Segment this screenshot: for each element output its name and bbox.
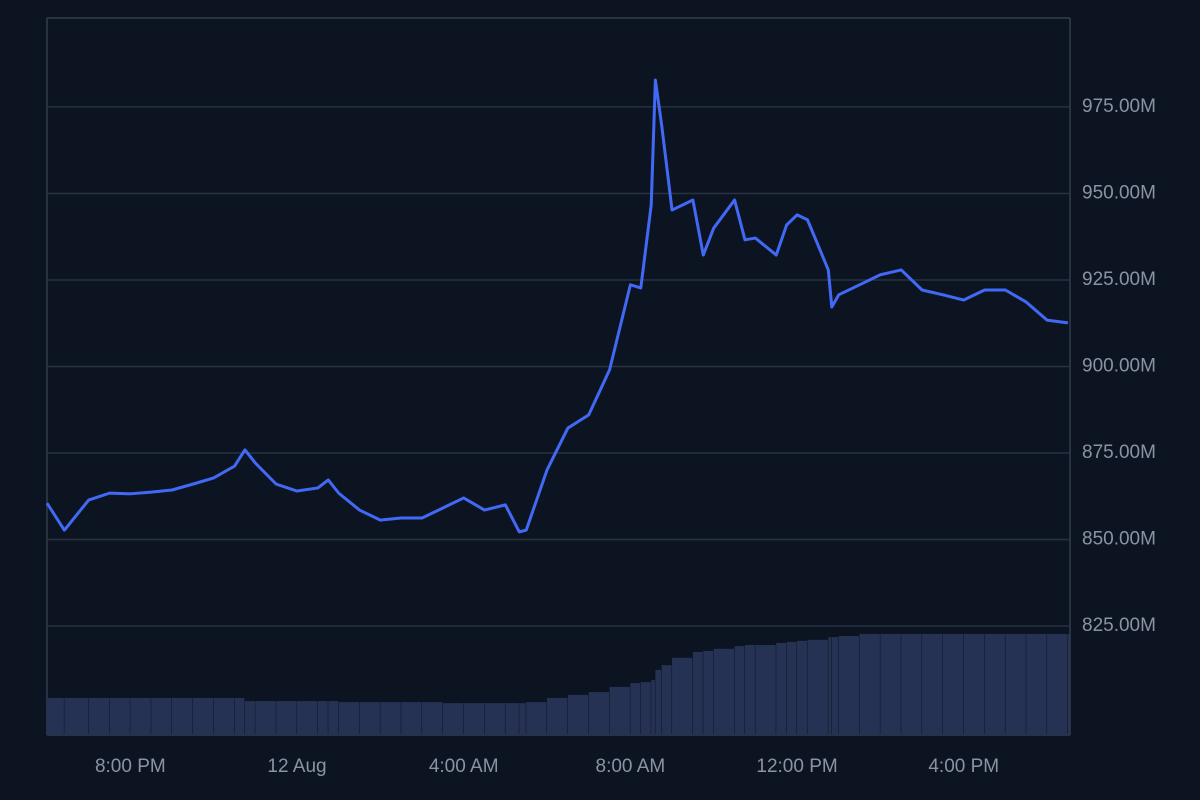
volume-bar <box>661 665 672 735</box>
volume-bar <box>838 636 860 735</box>
volume-bar <box>88 697 110 735</box>
volume-bar <box>630 683 641 735</box>
volume-bar <box>64 697 89 735</box>
price-line <box>45 78 1069 534</box>
volume-bar <box>1026 633 1047 735</box>
volume-bar <box>192 697 214 735</box>
volume-bar <box>734 646 745 735</box>
y-tick-label: 825.00M <box>1082 615 1156 636</box>
x-tick-label: 12 Aug <box>267 756 326 777</box>
volume-bar <box>422 702 443 735</box>
volume-bar <box>807 639 828 735</box>
volume-bar <box>213 697 235 735</box>
volume-bar <box>984 633 1005 735</box>
volume-bar <box>692 651 703 735</box>
volume-bar <box>130 697 151 735</box>
volume-bar <box>547 697 568 735</box>
volume-bar <box>655 669 662 735</box>
volume-bar <box>1005 633 1026 735</box>
volume-bar <box>526 702 547 735</box>
x-tick-label: 4:00 PM <box>928 756 999 777</box>
volume-bar <box>109 697 130 735</box>
volume-bar <box>901 633 922 735</box>
volume-bar <box>255 701 276 735</box>
volume-bar <box>651 679 655 735</box>
volume-bar <box>567 694 589 735</box>
volume-bar <box>484 703 505 735</box>
volume-bar <box>338 702 360 735</box>
y-tick-label: 975.00M <box>1082 96 1156 117</box>
y-tick-label: 875.00M <box>1082 442 1156 463</box>
volume-bar <box>831 637 839 735</box>
volume-bar <box>942 633 964 735</box>
volume-bar <box>609 686 630 735</box>
volume-bar <box>505 703 519 735</box>
y-tick-label: 850.00M <box>1082 529 1156 550</box>
y-tick-label: 950.00M <box>1082 182 1156 203</box>
volume-bar <box>703 650 714 735</box>
volume-bar <box>244 701 255 735</box>
volume-bar <box>588 692 610 735</box>
volume-bar <box>797 640 807 735</box>
volume-bar <box>713 648 735 735</box>
volume-bar <box>519 703 526 735</box>
volume-bar <box>1067 633 1070 735</box>
volume-bar <box>1047 633 1068 735</box>
y-tick-label: 925.00M <box>1082 269 1156 290</box>
volume-bar <box>786 641 797 735</box>
volume-bar <box>744 645 755 735</box>
volume-bar <box>328 701 339 735</box>
volume-bar <box>776 642 787 735</box>
volume-bar <box>640 682 651 735</box>
volume-bar <box>922 633 943 735</box>
volume-bar <box>828 637 832 735</box>
volume-bar <box>317 701 328 735</box>
volume-bar <box>359 702 380 735</box>
volume-bar <box>276 701 297 735</box>
volume-bar <box>442 703 464 735</box>
volume-bar <box>880 633 901 735</box>
volume-bar <box>234 697 245 735</box>
volume-bar <box>463 703 485 735</box>
x-tick-label: 8:00 AM <box>596 756 666 777</box>
x-tick-label: 12:00 PM <box>756 756 837 777</box>
volume-bar <box>297 701 318 735</box>
volume-bar <box>755 645 776 735</box>
x-tick-label: 4:00 AM <box>429 756 499 777</box>
x-tick-label: 8:00 PM <box>95 756 166 777</box>
volume-bar <box>672 657 693 735</box>
y-tick-label: 900.00M <box>1082 355 1156 376</box>
volume-bar <box>47 697 64 735</box>
volume-bar <box>380 702 401 735</box>
volume-bar <box>963 633 985 735</box>
volume-bar <box>401 702 422 735</box>
volume-bar <box>859 633 880 735</box>
volume-bar <box>172 697 193 735</box>
volume-bar <box>151 697 172 735</box>
